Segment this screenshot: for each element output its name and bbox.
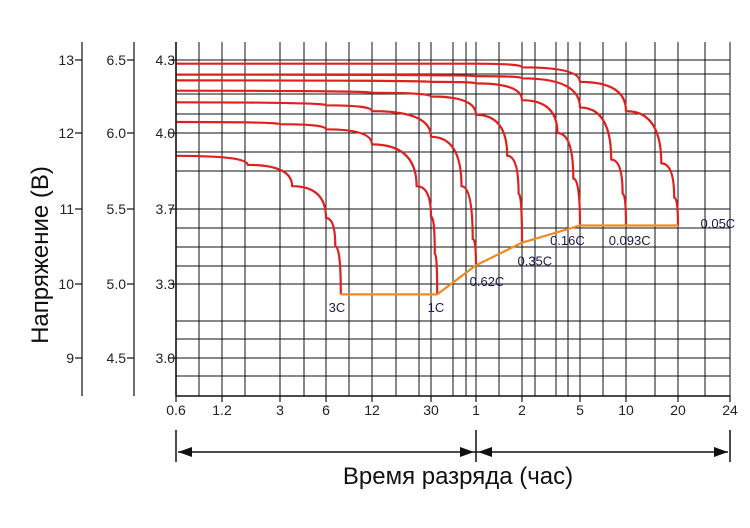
range-arrow-head — [714, 447, 728, 457]
curve-0.05C — [176, 62, 680, 226]
curve-1C — [175, 120, 439, 295]
y-tick-label: 11 — [59, 201, 74, 217]
y-tick-label: 4.0 — [156, 125, 176, 141]
y-tick-label: 3.7 — [156, 201, 176, 217]
x-tick-label: 12 — [364, 402, 380, 418]
x-axis-title: Время разряда (час) — [343, 463, 573, 490]
y-axis-title: Напряжение (В) — [27, 166, 54, 344]
curve-0.35C — [175, 89, 524, 243]
curve-3C — [175, 154, 342, 295]
rate-labels: 3C 1C 0.62C 0.35C 0.16C 0.093C 0.05C — [329, 216, 736, 315]
x-tick-label: 6 — [322, 402, 330, 418]
y-tick-label: 5.0 — [107, 276, 127, 292]
range-arrow-head — [478, 447, 492, 457]
x-tick-label: 1 — [472, 402, 480, 418]
x-tick-label: 24 — [722, 402, 738, 418]
tick-labels: 0.6 1.2 3 6 12 30 1 2 5 10 20 241312111096.56.05.55… — [58, 52, 738, 418]
rate-label: 0.093C — [609, 233, 651, 248]
y-tick-label: 5.5 — [107, 201, 127, 217]
rate-label: 0.35C — [517, 253, 552, 268]
curve-0.093C — [175, 73, 628, 226]
y-tick-label: 4.3 — [156, 52, 176, 68]
discharge-curves — [175, 62, 680, 296]
plot-grid — [175, 42, 731, 397]
curve-0.62C — [175, 101, 478, 266]
x-tick-label: 2 — [518, 402, 526, 418]
y-tick-label: 13 — [58, 52, 74, 68]
y-tick-label: 9 — [66, 350, 74, 366]
y-tick-label: 12 — [58, 125, 74, 141]
x-tick-label: 0.6 — [166, 402, 186, 418]
x-tick-label: 5 — [576, 402, 584, 418]
range-arrow-head — [460, 447, 474, 457]
x-tick-label: 3 — [276, 402, 284, 418]
curve-end-of-discharge — [340, 224, 678, 296]
rate-label: 0.05C — [701, 216, 736, 231]
range-arrow-head — [178, 447, 192, 457]
y-tick-label: 4.5 — [107, 350, 127, 366]
rate-label: 1C — [428, 300, 445, 315]
rate-label: 3C — [329, 300, 346, 315]
y-tick-label: 6.5 — [107, 52, 127, 68]
rate-label: 0.16C — [550, 233, 585, 248]
rate-label: 0.62C — [470, 274, 505, 289]
x-tick-label: 30 — [423, 402, 439, 418]
x-tick-label: 1.2 — [212, 402, 232, 418]
x-tick-label: 20 — [670, 402, 686, 418]
y-tick-label: 6.0 — [107, 125, 127, 141]
y-tick-label: 3.0 — [156, 350, 176, 366]
y-tick-label: 3.3 — [156, 276, 176, 292]
curve-0.16C — [175, 79, 582, 226]
y-tick-label: 10 — [58, 276, 74, 292]
x-tick-label: 10 — [618, 402, 634, 418]
axes — [75, 42, 731, 462]
